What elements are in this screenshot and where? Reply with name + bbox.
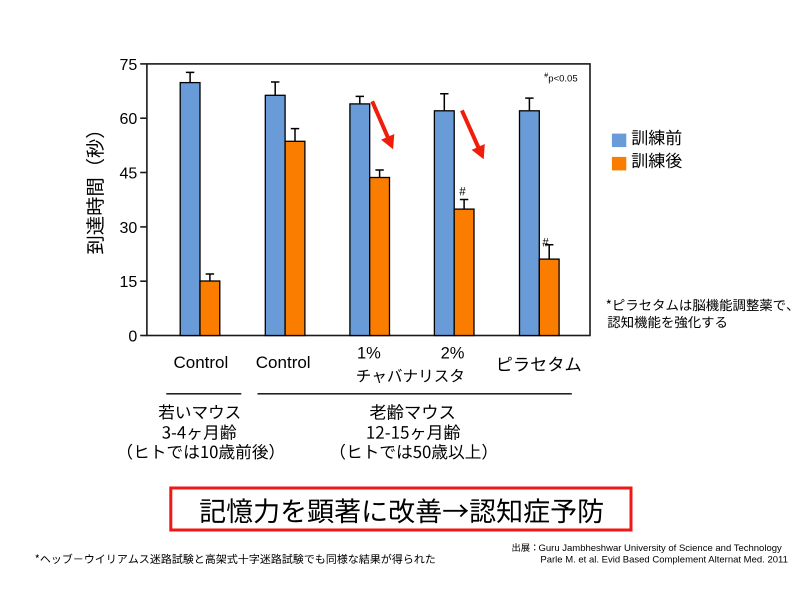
svg-text:Parle M. et al. Evid Based Com: Parle M. et al. Evid Based Complement Al… — [540, 554, 787, 565]
svg-text:#: # — [459, 186, 466, 198]
svg-text:15: 15 — [120, 274, 138, 291]
svg-text:1%: 1% — [357, 344, 381, 362]
svg-text:p<0.05: p<0.05 — [548, 73, 577, 84]
svg-text:75: 75 — [120, 57, 138, 74]
svg-text:#: # — [544, 73, 548, 80]
svg-text:30: 30 — [120, 220, 138, 237]
svg-text:Control: Control — [256, 353, 311, 372]
svg-text:60: 60 — [120, 111, 138, 128]
svg-text:2%: 2% — [441, 344, 465, 362]
svg-text:Control: Control — [173, 353, 228, 372]
svg-text:45: 45 — [120, 166, 138, 183]
svg-text:0: 0 — [128, 329, 137, 346]
svg-text:Guru Jambheshwar University of: Guru Jambheshwar University of Science a… — [539, 543, 783, 554]
svg-text:#: # — [542, 238, 549, 250]
